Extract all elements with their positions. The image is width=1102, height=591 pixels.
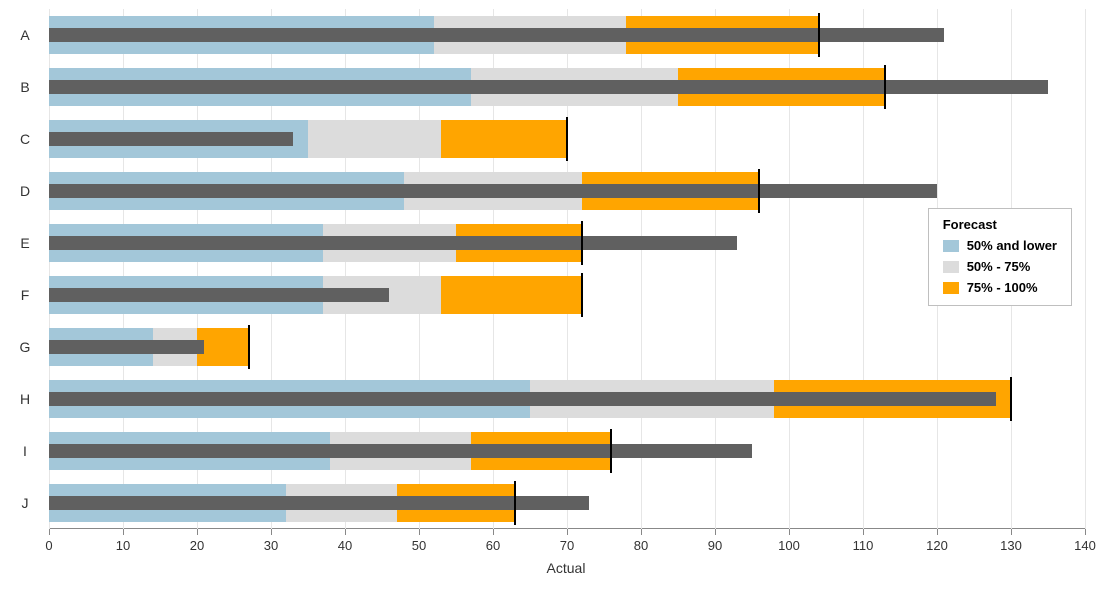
x-tick-label: 140 bbox=[1074, 538, 1096, 553]
legend-label: 50% - 75% bbox=[967, 259, 1031, 274]
target-mark bbox=[884, 65, 886, 108]
actual-bar bbox=[49, 80, 1048, 94]
actual-bar bbox=[49, 132, 293, 146]
actual-bar bbox=[49, 28, 944, 42]
actual-bar bbox=[49, 496, 589, 510]
target-mark bbox=[610, 429, 612, 472]
y-category-label: E bbox=[20, 235, 29, 251]
legend-label: 75% - 100% bbox=[967, 280, 1038, 295]
range-high-segment bbox=[441, 120, 567, 157]
x-axis-title: Actual bbox=[547, 560, 586, 576]
x-tick bbox=[715, 529, 716, 535]
x-tick-label: 130 bbox=[1000, 538, 1022, 553]
legend-swatch bbox=[943, 261, 959, 273]
x-tick-label: 10 bbox=[116, 538, 130, 553]
x-tick bbox=[345, 529, 346, 535]
y-category-label: C bbox=[20, 131, 30, 147]
x-tick bbox=[789, 529, 790, 535]
target-mark bbox=[514, 481, 516, 524]
x-tick-label: 0 bbox=[45, 538, 52, 553]
legend-swatch bbox=[943, 282, 959, 294]
legend: Forecast 50% and lower 50% - 75% 75% - 100… bbox=[928, 208, 1072, 306]
bullet-chart: 0102030405060708090100110120130140ABCDEF… bbox=[0, 0, 1102, 591]
x-tick bbox=[271, 529, 272, 535]
actual-bar bbox=[49, 184, 937, 198]
bullet-row: A bbox=[49, 16, 1085, 53]
x-tick-label: 90 bbox=[708, 538, 722, 553]
x-tick-label: 40 bbox=[338, 538, 352, 553]
legend-item: 50% - 75% bbox=[943, 259, 1057, 274]
target-mark bbox=[581, 221, 583, 264]
y-category-label: A bbox=[20, 27, 29, 43]
x-tick-label: 50 bbox=[412, 538, 426, 553]
x-tick-label: 30 bbox=[264, 538, 278, 553]
range-high-segment bbox=[441, 276, 582, 313]
x-tick-label: 100 bbox=[778, 538, 800, 553]
y-category-label: G bbox=[20, 339, 31, 355]
x-tick bbox=[419, 529, 420, 535]
x-tick bbox=[197, 529, 198, 535]
bullet-row: J bbox=[49, 484, 1085, 521]
actual-bar bbox=[49, 340, 204, 354]
x-tick bbox=[1085, 529, 1086, 535]
target-mark bbox=[758, 169, 760, 212]
x-tick bbox=[641, 529, 642, 535]
x-tick-label: 20 bbox=[190, 538, 204, 553]
x-tick-label: 120 bbox=[926, 538, 948, 553]
target-mark bbox=[581, 273, 583, 316]
bullet-row: G bbox=[49, 328, 1085, 365]
y-category-label: J bbox=[22, 495, 29, 511]
x-tick-label: 80 bbox=[634, 538, 648, 553]
x-tick bbox=[567, 529, 568, 535]
legend-label: 50% and lower bbox=[967, 238, 1057, 253]
x-gridline bbox=[1085, 9, 1086, 529]
bullet-row: H bbox=[49, 380, 1085, 417]
x-tick bbox=[1011, 529, 1012, 535]
y-category-label: D bbox=[20, 183, 30, 199]
actual-bar bbox=[49, 444, 752, 458]
y-category-label: I bbox=[23, 443, 27, 459]
x-tick bbox=[123, 529, 124, 535]
x-tick-label: 60 bbox=[486, 538, 500, 553]
bullet-row: C bbox=[49, 120, 1085, 157]
actual-bar bbox=[49, 392, 996, 406]
y-category-label: F bbox=[21, 287, 30, 303]
range-high-segment bbox=[197, 328, 249, 365]
bullet-row: I bbox=[49, 432, 1085, 469]
actual-bar bbox=[49, 288, 389, 302]
target-mark bbox=[818, 13, 820, 56]
x-tick bbox=[863, 529, 864, 535]
bullet-row: B bbox=[49, 68, 1085, 105]
legend-title: Forecast bbox=[943, 217, 1057, 232]
y-category-label: H bbox=[20, 391, 30, 407]
legend-swatch bbox=[943, 240, 959, 252]
x-tick-label: 70 bbox=[560, 538, 574, 553]
range-mid-segment bbox=[308, 120, 441, 157]
target-mark bbox=[566, 117, 568, 160]
target-mark bbox=[248, 325, 250, 368]
bullet-row: D bbox=[49, 172, 1085, 209]
actual-bar bbox=[49, 236, 737, 250]
x-tick-label: 110 bbox=[853, 538, 874, 553]
x-tick bbox=[937, 529, 938, 535]
x-tick bbox=[49, 529, 50, 535]
legend-item: 50% and lower bbox=[943, 238, 1057, 253]
target-mark bbox=[1010, 377, 1012, 420]
y-category-label: B bbox=[20, 79, 29, 95]
x-tick bbox=[493, 529, 494, 535]
legend-item: 75% - 100% bbox=[943, 280, 1057, 295]
